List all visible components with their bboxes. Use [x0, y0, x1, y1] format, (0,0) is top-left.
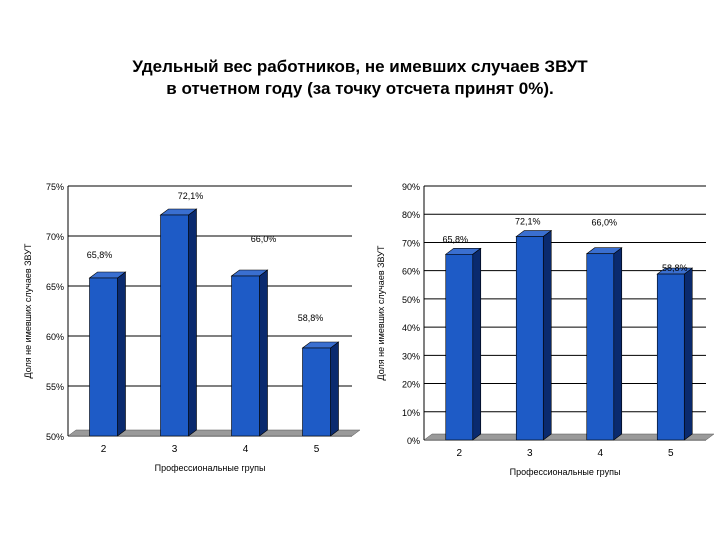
y-tick-label: 50% — [402, 295, 420, 305]
y-tick-label: 10% — [402, 408, 420, 418]
title-line-2: в отчетном году (за точку отсчета принят… — [166, 79, 554, 98]
y-tick-label: 40% — [402, 323, 420, 333]
data-label: 65,8% — [87, 250, 113, 260]
y-tick-label: 65% — [46, 282, 64, 292]
x-axis-title: Профессиональные групы — [510, 467, 621, 477]
x-tick-label: 2 — [456, 448, 462, 459]
data-label: 72,1% — [515, 217, 541, 227]
data-label: 66,0% — [251, 234, 277, 244]
x-tick-label: 3 — [172, 444, 178, 455]
bar-2 — [445, 253, 474, 441]
bar-3 — [515, 236, 544, 441]
y-tick-label: 75% — [46, 182, 64, 192]
y-tick-label: 50% — [46, 432, 64, 442]
x-tick-label: 2 — [101, 444, 107, 455]
y-axis-title: Доля не имевших случаев ЗВУТ — [23, 243, 33, 378]
x-tick-label: 4 — [597, 448, 603, 459]
y-tick-label: 0% — [407, 436, 420, 446]
x-tick-label: 4 — [243, 444, 249, 455]
x-tick-label: 5 — [668, 448, 674, 459]
y-tick-label: 30% — [402, 351, 420, 361]
bar-side-2 — [472, 247, 482, 441]
y-axis-title: Доля не имевших случаев ЗВУТ — [376, 245, 386, 380]
data-label: 58,8% — [298, 313, 324, 323]
x-tick-label: 5 — [314, 444, 320, 455]
y-tick-label: 70% — [46, 232, 64, 242]
data-label: 58,8% — [662, 263, 688, 273]
x-tick-label: 3 — [527, 448, 533, 459]
bar-3 — [160, 214, 189, 437]
bar-side-5 — [683, 267, 693, 441]
bar-2 — [89, 277, 118, 437]
page-title: Удельный вес работников, не имевших случ… — [40, 56, 680, 100]
bar-side-4 — [613, 247, 623, 441]
bar-5 — [302, 347, 331, 437]
bar-4 — [586, 253, 615, 441]
data-label: 72,1% — [178, 191, 204, 201]
y-tick-label: 90% — [402, 182, 420, 192]
y-tick-label: 70% — [402, 238, 420, 248]
bar-side-3 — [542, 229, 552, 441]
x-axis-title: Профессиональные групы — [155, 463, 266, 473]
y-tick-label: 55% — [46, 382, 64, 392]
y-tick-label: 60% — [402, 267, 420, 277]
title-line-1: Удельный вес работников, не имевших случ… — [132, 57, 588, 76]
bar-5 — [656, 273, 685, 441]
y-tick-label: 60% — [46, 332, 64, 342]
data-label: 66,0% — [591, 218, 617, 228]
y-tick-label: 20% — [402, 380, 420, 390]
bar-4 — [231, 275, 260, 437]
data-label: 65,8% — [442, 234, 468, 244]
y-tick-label: 80% — [402, 210, 420, 220]
